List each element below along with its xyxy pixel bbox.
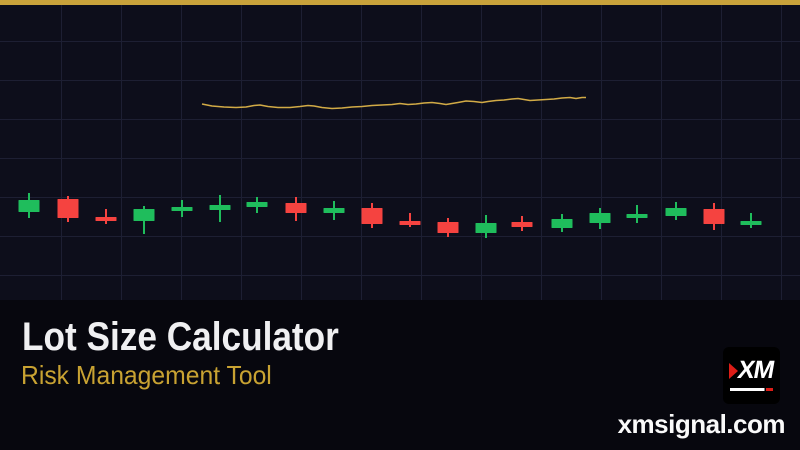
play-triangle-icon [729, 362, 739, 379]
page-title: Lot Size Calculator [22, 315, 339, 359]
xm-logo: XM [723, 347, 780, 404]
gold-top-bar [0, 0, 800, 5]
xm-logo-underline [730, 388, 773, 391]
website-url: xmsignal.com [617, 409, 786, 439]
candlestick-chart-svg [18, 96, 762, 238]
xm-logo-text: XM [735, 356, 777, 384]
page-subtitle: Risk Management Tool [21, 360, 272, 390]
xm-logo-row: XM [723, 356, 780, 384]
caption-panel: Lot Size Calculator Risk Management Tool… [0, 300, 800, 450]
candlestick-chart [0, 0, 800, 300]
